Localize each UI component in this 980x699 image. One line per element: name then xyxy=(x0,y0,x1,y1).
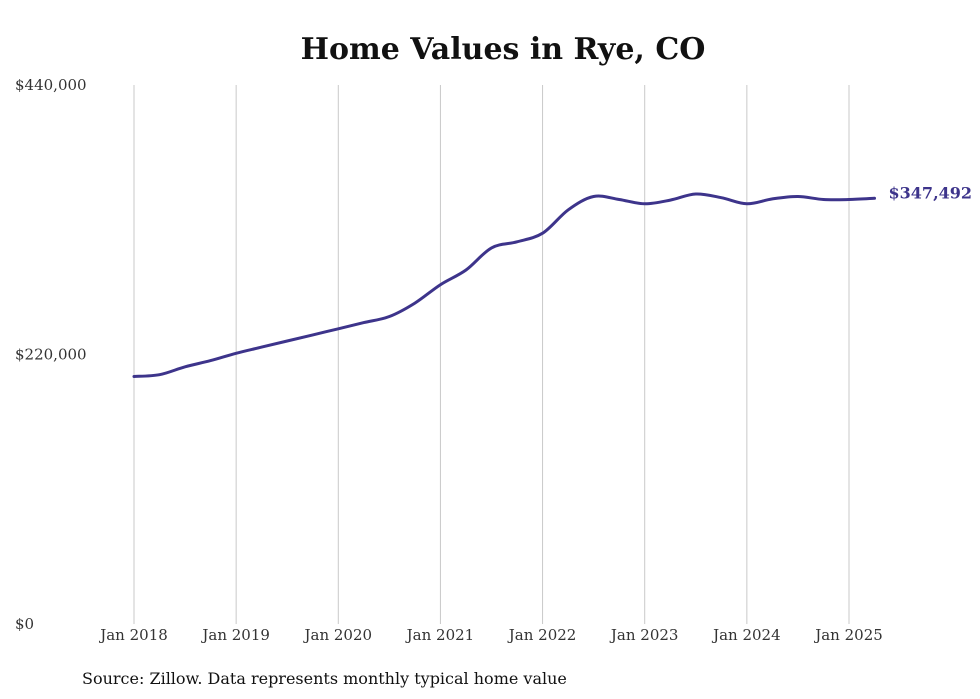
series-line-home-value xyxy=(132,192,876,378)
gridlines xyxy=(133,85,850,624)
x-tick-label: Jan 2020 xyxy=(303,626,373,644)
x-tick-label: Jan 2021 xyxy=(405,626,475,644)
y-tick-label: $440,000 xyxy=(15,76,87,94)
x-axis: Jan 2018 Jan 2019 Jan 2020 Jan 2021 Jan 2022… xyxy=(98,626,883,644)
x-tick-label: Jan 2024 xyxy=(711,626,781,644)
x-tick-label: Jan 2019 xyxy=(200,626,270,644)
x-tick-label: Jan 2022 xyxy=(507,626,577,644)
y-tick-label: $220,000 xyxy=(15,346,87,364)
end-value-label: $347,492 xyxy=(889,183,973,202)
x-tick-label: Jan 2025 xyxy=(813,626,883,644)
source-note: Source: Zillow. Data represents monthly … xyxy=(82,669,567,688)
x-tick-label: Jan 2018 xyxy=(98,626,168,644)
y-tick-label: $0 xyxy=(15,615,34,633)
y-axis: $0 $220,000 $440,000 xyxy=(15,76,87,633)
chart-title: Home Values in Rye, CO xyxy=(301,32,706,67)
x-tick-label: Jan 2023 xyxy=(609,626,679,644)
